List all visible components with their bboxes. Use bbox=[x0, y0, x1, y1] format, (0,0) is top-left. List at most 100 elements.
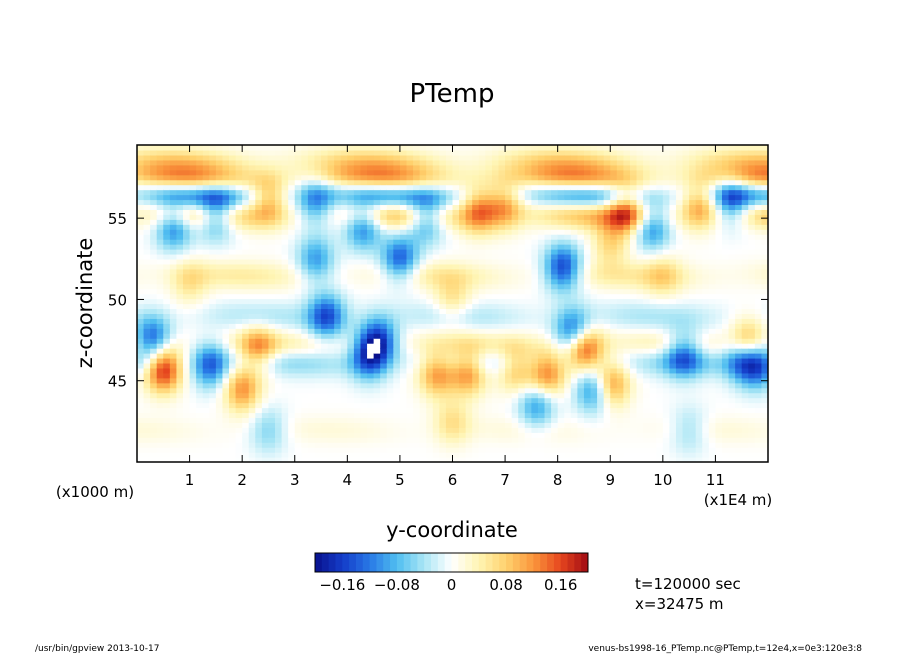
heatmap-cell bbox=[169, 442, 178, 448]
heatmap-cell bbox=[169, 253, 178, 260]
heatmap-cell bbox=[183, 288, 191, 295]
heatmap-cell bbox=[557, 268, 565, 275]
heatmap-cell bbox=[137, 189, 145, 196]
heatmap-cell bbox=[472, 239, 480, 245]
heatmap-cell bbox=[459, 219, 467, 225]
heatmap-cell bbox=[196, 268, 204, 275]
heatmap-cell bbox=[445, 263, 454, 270]
heatmap-cell bbox=[229, 442, 237, 448]
heatmap-cell bbox=[518, 249, 526, 255]
heatmap-cell bbox=[557, 253, 565, 260]
heatmap-cell bbox=[340, 273, 348, 280]
heatmap-cell bbox=[498, 372, 506, 379]
heatmap-cell bbox=[202, 367, 210, 374]
heatmap-cell bbox=[564, 224, 572, 230]
heatmap-cell bbox=[583, 417, 592, 423]
heatmap-cell bbox=[511, 457, 519, 462]
heatmap-cell bbox=[590, 258, 598, 265]
heatmap-cell bbox=[314, 159, 322, 166]
heatmap-cell bbox=[564, 268, 572, 275]
heatmap-cell bbox=[347, 437, 355, 443]
heatmap-cell bbox=[610, 298, 618, 305]
heatmap-cell bbox=[235, 244, 243, 250]
heatmap-cell bbox=[189, 169, 197, 176]
heatmap-cell bbox=[183, 253, 191, 260]
heatmap-cell bbox=[603, 333, 611, 339]
heatmap-cell bbox=[445, 343, 454, 349]
heatmap-cell bbox=[616, 244, 624, 250]
heatmap-cell bbox=[275, 452, 283, 458]
heatmap-cell bbox=[268, 417, 276, 423]
heatmap-cell bbox=[137, 234, 145, 240]
heatmap-cell bbox=[347, 154, 355, 161]
heatmap-cell bbox=[156, 367, 164, 374]
heatmap-cell bbox=[478, 382, 486, 389]
heatmap-cell bbox=[439, 318, 447, 324]
heatmap-cell bbox=[183, 258, 191, 265]
heatmap-cell bbox=[183, 432, 191, 438]
heatmap-cell bbox=[275, 288, 283, 295]
heatmap-cell bbox=[544, 179, 552, 186]
heatmap-cell bbox=[222, 239, 230, 245]
heatmap-cell bbox=[222, 407, 230, 414]
heatmap-cell bbox=[603, 338, 611, 344]
heatmap-cell bbox=[452, 229, 460, 235]
heatmap-cell bbox=[491, 447, 500, 453]
heatmap-cell bbox=[334, 293, 342, 300]
heatmap-cell bbox=[261, 273, 270, 280]
heatmap-cell bbox=[544, 234, 552, 240]
heatmap-cell bbox=[452, 392, 460, 399]
heatmap-cell bbox=[643, 184, 651, 191]
heatmap-cell bbox=[505, 194, 513, 201]
heatmap-cell bbox=[367, 447, 375, 453]
heatmap-cell bbox=[498, 258, 506, 265]
heatmap-cell bbox=[465, 323, 473, 329]
heatmap-cell bbox=[413, 293, 421, 300]
heatmap-cell bbox=[406, 303, 414, 310]
heatmap-cell bbox=[524, 234, 532, 240]
heatmap-cell bbox=[452, 224, 460, 230]
heatmap-cell bbox=[137, 318, 145, 324]
heatmap-cell bbox=[603, 357, 611, 364]
heatmap-cell bbox=[183, 447, 191, 453]
heatmap-cell bbox=[307, 199, 316, 206]
heatmap-cell bbox=[465, 283, 473, 290]
heatmap-cell bbox=[137, 249, 145, 255]
heatmap-cell bbox=[465, 194, 473, 201]
heatmap-cell bbox=[163, 234, 171, 240]
heatmap-cell bbox=[275, 442, 283, 448]
heatmap-cell bbox=[367, 288, 375, 295]
heatmap-cell bbox=[472, 154, 480, 161]
heatmap-cell bbox=[629, 447, 638, 453]
heatmap-cell bbox=[255, 169, 263, 176]
heatmap-cell bbox=[577, 244, 585, 250]
heatmap-cell bbox=[537, 239, 546, 245]
heatmap-cell bbox=[229, 377, 237, 384]
heatmap-cell bbox=[327, 258, 335, 265]
heatmap-cell bbox=[459, 323, 467, 329]
heatmap-cell bbox=[261, 244, 270, 250]
heatmap-cell bbox=[242, 154, 250, 161]
heatmap-cell bbox=[268, 174, 276, 181]
heatmap-cell bbox=[327, 145, 335, 151]
heatmap-cell bbox=[472, 323, 480, 329]
heatmap-cell bbox=[229, 427, 237, 433]
heatmap-cell bbox=[472, 318, 480, 324]
heatmap-cell bbox=[301, 224, 309, 230]
heatmap-cell bbox=[629, 239, 638, 245]
heatmap-cell bbox=[163, 338, 171, 344]
heatmap-cell bbox=[636, 169, 644, 176]
heatmap-cell bbox=[189, 357, 197, 364]
heatmap-cell bbox=[137, 407, 145, 414]
heatmap-cell bbox=[189, 214, 197, 220]
heatmap-cell bbox=[629, 164, 638, 171]
heatmap-cell bbox=[505, 343, 513, 349]
heatmap-cell bbox=[294, 338, 302, 344]
heatmap-cell bbox=[209, 293, 217, 300]
heatmap-cell bbox=[505, 288, 513, 295]
heatmap-cell bbox=[321, 268, 329, 275]
heatmap-cell bbox=[360, 457, 368, 462]
heatmap-cell bbox=[380, 263, 388, 270]
heatmap-cell bbox=[314, 308, 322, 314]
heatmap-cell bbox=[537, 442, 546, 448]
